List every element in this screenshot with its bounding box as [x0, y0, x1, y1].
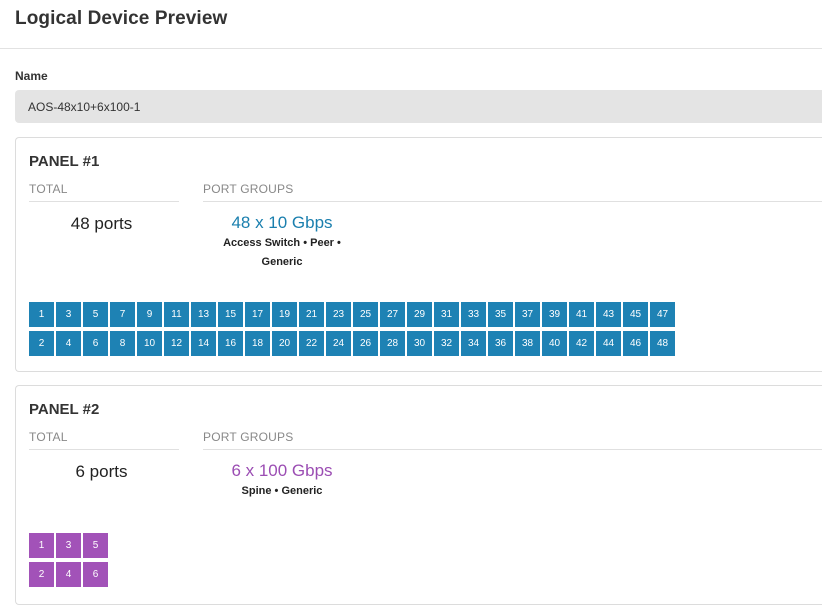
divider	[29, 201, 179, 202]
port-24[interactable]: 24	[326, 331, 351, 356]
port-28[interactable]: 28	[380, 331, 405, 356]
port-21[interactable]: 21	[299, 302, 324, 327]
panel-title: PANEL #2	[29, 401, 100, 418]
total-ports-value: 48 ports	[70, 214, 133, 233]
port-46[interactable]: 46	[623, 331, 648, 356]
page-title: Logical Device Preview	[15, 8, 228, 29]
port-35[interactable]: 35	[488, 302, 513, 327]
port-groups-label: PORT GROUPS	[203, 430, 294, 444]
port-4[interactable]: 4	[56, 562, 81, 587]
port-1[interactable]: 1	[29, 302, 54, 327]
port-33[interactable]: 33	[461, 302, 486, 327]
port-grid: 1 3 5 7 9 11 13 15 17 19 21 23 25 27 29 31 33 35 37 39 41 43 4…	[29, 302, 675, 356]
port-group-speed: 6 x 100 Gbps	[231, 461, 333, 480]
port-6[interactable]: 6	[83, 331, 108, 356]
name-input[interactable]	[15, 90, 822, 123]
divider	[203, 201, 822, 202]
port-32[interactable]: 32	[434, 331, 459, 356]
port-2[interactable]: 2	[29, 331, 54, 356]
port-47[interactable]: 47	[650, 302, 675, 327]
port-5[interactable]: 5	[83, 533, 108, 558]
port-30[interactable]: 30	[407, 331, 432, 356]
port-3[interactable]: 3	[56, 302, 81, 327]
port-34[interactable]: 34	[461, 331, 486, 356]
port-14[interactable]: 14	[191, 331, 216, 356]
port-5[interactable]: 5	[83, 302, 108, 327]
port-9[interactable]: 9	[137, 302, 162, 327]
divider	[29, 449, 179, 450]
port-19[interactable]: 19	[272, 302, 297, 327]
panel-title: PANEL #1	[29, 153, 100, 170]
port-group: 48 x 10 Gbps Access Switch • Peer • Gene…	[206, 213, 358, 271]
port-13[interactable]: 13	[191, 302, 216, 327]
port-31[interactable]: 31	[434, 302, 459, 327]
port-22[interactable]: 22	[299, 331, 324, 356]
divider	[203, 449, 822, 450]
port-29[interactable]: 29	[407, 302, 432, 327]
port-44[interactable]: 44	[596, 331, 621, 356]
port-15[interactable]: 15	[218, 302, 243, 327]
port-38[interactable]: 38	[515, 331, 540, 356]
port-16[interactable]: 16	[218, 331, 243, 356]
port-23[interactable]: 23	[326, 302, 351, 327]
port-6[interactable]: 6	[83, 562, 108, 587]
port-11[interactable]: 11	[164, 302, 189, 327]
port-18[interactable]: 18	[245, 331, 270, 356]
port-group-roles: Access Switch • Peer •	[223, 237, 341, 249]
total-label: TOTAL	[29, 182, 68, 196]
port-25[interactable]: 25	[353, 302, 378, 327]
port-10[interactable]: 10	[137, 331, 162, 356]
port-3[interactable]: 3	[56, 533, 81, 558]
port-7[interactable]: 7	[110, 302, 135, 327]
port-41[interactable]: 41	[569, 302, 594, 327]
port-8[interactable]: 8	[110, 331, 135, 356]
port-group-roles-cont: Generic	[261, 256, 303, 268]
total-ports-value: 6 ports	[75, 462, 128, 481]
total-label: TOTAL	[29, 430, 68, 444]
port-group: 6 x 100 Gbps Spine • Generic	[206, 461, 358, 500]
port-26[interactable]: 26	[353, 331, 378, 356]
name-label: Name	[15, 69, 48, 83]
port-43[interactable]: 43	[596, 302, 621, 327]
port-2[interactable]: 2	[29, 562, 54, 587]
port-20[interactable]: 20	[272, 331, 297, 356]
port-27[interactable]: 27	[380, 302, 405, 327]
port-48[interactable]: 48	[650, 331, 675, 356]
port-42[interactable]: 42	[569, 331, 594, 356]
panel-1: PANEL #1 TOTAL PORT GROUPS 48 ports 48 x…	[15, 137, 822, 372]
port-group-roles: Spine • Generic	[241, 485, 323, 497]
page-header: Logical Device Preview	[0, 0, 822, 49]
port-1[interactable]: 1	[29, 533, 54, 558]
port-17[interactable]: 17	[245, 302, 270, 327]
port-4[interactable]: 4	[56, 331, 81, 356]
panel-2: PANEL #2 TOTAL PORT GROUPS 6 ports 6 x 1…	[15, 385, 822, 605]
port-37[interactable]: 37	[515, 302, 540, 327]
port-12[interactable]: 12	[164, 331, 189, 356]
port-40[interactable]: 40	[542, 331, 567, 356]
port-36[interactable]: 36	[488, 331, 513, 356]
port-45[interactable]: 45	[623, 302, 648, 327]
port-groups-label: PORT GROUPS	[203, 182, 294, 196]
port-39[interactable]: 39	[542, 302, 567, 327]
port-group-speed: 48 x 10 Gbps	[231, 213, 333, 232]
